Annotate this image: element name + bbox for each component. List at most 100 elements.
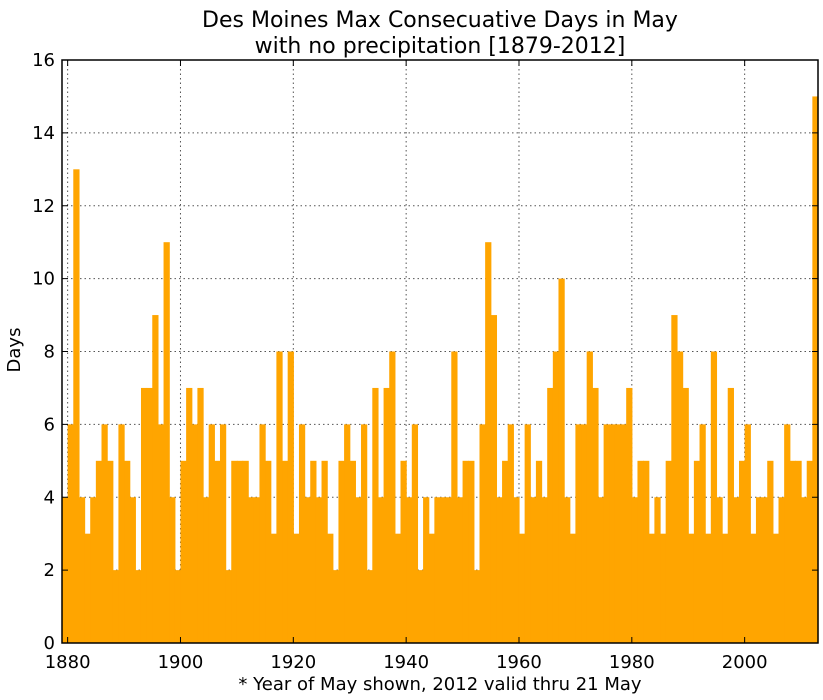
bar-1905 <box>208 424 215 643</box>
y-tick-label: 8 <box>44 342 55 363</box>
x-axis-label: * Year of May shown, 2012 valid thru 21 … <box>238 674 641 695</box>
bar-1902 <box>191 424 199 643</box>
bar-1966 <box>552 351 560 643</box>
bar-1968 <box>564 497 571 643</box>
bar-1994 <box>710 351 718 643</box>
bar-1960 <box>518 533 526 643</box>
bar-1952 <box>473 570 481 643</box>
y-tick-label: 2 <box>44 560 55 581</box>
bar-1890 <box>124 460 131 643</box>
y-tick-label: 0 <box>44 633 55 654</box>
bar-1986 <box>665 460 672 643</box>
chart-title-line-2: with no precipitation [1879-2012] <box>255 34 626 59</box>
bar-1992 <box>699 424 706 643</box>
x-tick-label: 1920 <box>270 652 316 673</box>
bar-1919 <box>287 351 294 643</box>
bar-2000 <box>744 424 751 643</box>
bar-1924 <box>315 497 323 643</box>
bar-1915 <box>265 460 272 643</box>
bar-1998 <box>733 497 740 643</box>
bar-1885 <box>95 460 103 643</box>
bar-1893 <box>140 387 148 643</box>
bar-1949 <box>456 497 464 643</box>
bar-1914 <box>259 424 266 643</box>
bar-1921 <box>298 424 306 643</box>
bar-2009 <box>795 460 802 643</box>
bar-1920 <box>293 533 300 643</box>
bar-1956 <box>496 497 503 643</box>
bar-1896 <box>157 424 165 643</box>
bar-1987 <box>671 315 678 643</box>
bar-1895 <box>152 315 159 643</box>
bar-1958 <box>507 424 514 643</box>
bar-1950 <box>462 460 469 643</box>
bar-1892 <box>135 570 142 643</box>
bar-1930 <box>349 460 356 643</box>
bar-1910 <box>236 460 244 643</box>
bar-1941 <box>411 424 419 643</box>
bar-1970 <box>575 424 582 643</box>
bar-1898 <box>169 497 176 643</box>
bar-1889 <box>118 424 125 643</box>
bar-1972 <box>586 351 593 643</box>
x-tick-label: 1980 <box>609 652 655 673</box>
bar-1984 <box>654 497 661 643</box>
bar-1982 <box>643 460 650 643</box>
bar-1931 <box>355 497 362 643</box>
bar-1888 <box>112 570 120 643</box>
bar-1922 <box>304 497 311 643</box>
bar-1891 <box>129 497 136 643</box>
bar-1908 <box>225 570 232 643</box>
bar-1967 <box>558 278 565 643</box>
tick-labels: 1880 1900 1920 1940 1960 1980 2000 0 2 4 6 8 10 12 14 1… <box>32 50 767 673</box>
bar-1894 <box>146 387 153 643</box>
bar-1884 <box>90 497 97 643</box>
y-tick-label: 16 <box>32 50 55 71</box>
bar-1973 <box>592 387 599 643</box>
bar-2006 <box>778 497 785 643</box>
bar-1993 <box>705 533 712 643</box>
bar-1951 <box>468 460 475 643</box>
bar-1976 <box>609 424 616 643</box>
bar-1955 <box>490 315 498 643</box>
bar-1900 <box>180 460 187 643</box>
y-tick-label: 4 <box>44 487 55 508</box>
x-tick-label: 2000 <box>722 652 768 673</box>
bar-1942 <box>417 570 424 643</box>
y-tick-label: 12 <box>32 196 55 217</box>
bar-1988 <box>676 351 684 643</box>
bar-1985 <box>660 533 667 643</box>
bar-1975 <box>603 424 610 643</box>
ticks <box>62 59 818 644</box>
x-tick-label: 1900 <box>158 652 204 673</box>
bar-1929 <box>344 424 351 643</box>
bar-2012 <box>812 96 819 643</box>
bar-1907 <box>219 424 227 643</box>
bar-1886 <box>101 424 108 643</box>
bar-2003 <box>761 497 768 643</box>
bar-1977 <box>614 424 622 643</box>
bar-1954 <box>485 242 492 643</box>
bar-1928 <box>338 460 345 643</box>
bar-1918 <box>282 460 289 643</box>
bar-1944 <box>428 533 435 643</box>
bar-1923 <box>310 460 317 643</box>
chart-title-line-1: Des Moines Max Consecuative Days in May <box>202 8 678 33</box>
bar-1927 <box>332 570 340 643</box>
bar-1959 <box>513 497 520 643</box>
bar-1979 <box>626 387 633 643</box>
y-tick-label: 14 <box>32 123 55 144</box>
bar-1909 <box>231 460 238 643</box>
bar-2011 <box>806 460 813 643</box>
y-axis-label: Days <box>4 328 25 373</box>
bar-1989 <box>682 387 689 643</box>
bar-1978 <box>620 424 627 643</box>
bar-1981 <box>637 460 644 643</box>
bar-1897 <box>163 242 170 643</box>
y-tick-label: 10 <box>32 269 55 290</box>
bar-1912 <box>248 497 255 643</box>
bar-1926 <box>327 533 334 643</box>
bar-1962 <box>530 497 537 643</box>
bar-1911 <box>242 460 249 643</box>
